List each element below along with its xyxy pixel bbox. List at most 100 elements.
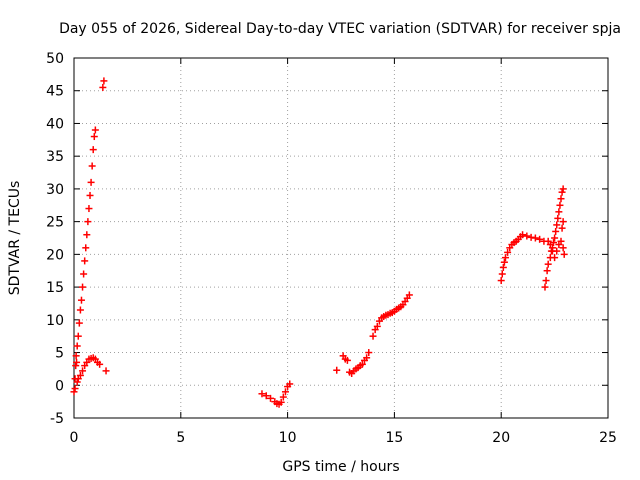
data-point bbox=[87, 178, 95, 186]
y-tick-label: 10 bbox=[46, 313, 64, 329]
data-point bbox=[523, 232, 531, 240]
data-point bbox=[559, 185, 567, 193]
data-point bbox=[73, 378, 81, 386]
data-point bbox=[546, 241, 554, 249]
data-point bbox=[543, 267, 551, 275]
data-point bbox=[83, 231, 91, 239]
data-point bbox=[363, 354, 371, 362]
data-point bbox=[556, 201, 564, 209]
data-point bbox=[73, 358, 81, 366]
data-point bbox=[553, 247, 561, 255]
x-tick-label: 5 bbox=[176, 430, 185, 446]
x-tick-label: 25 bbox=[599, 430, 617, 446]
data-point bbox=[333, 366, 341, 374]
y-tick-label: 0 bbox=[55, 378, 64, 394]
data-points bbox=[70, 77, 568, 408]
data-point bbox=[75, 319, 83, 327]
data-point bbox=[88, 162, 96, 170]
ticks bbox=[73, 57, 609, 419]
data-point bbox=[552, 227, 560, 235]
data-point bbox=[90, 133, 98, 141]
y-tick-label: 45 bbox=[46, 84, 64, 100]
x-tick-label: 0 bbox=[70, 430, 79, 446]
data-point bbox=[82, 244, 90, 252]
data-point bbox=[555, 208, 563, 216]
data-point bbox=[100, 77, 108, 85]
data-point bbox=[373, 322, 381, 330]
data-point bbox=[80, 270, 88, 278]
y-tick-label: 50 bbox=[46, 51, 64, 67]
y-tick-label: 40 bbox=[46, 116, 64, 132]
data-point bbox=[99, 83, 107, 91]
data-point bbox=[76, 306, 84, 314]
data-point bbox=[497, 277, 505, 285]
chart-title: Day 055 of 2026, Sidereal Day-to-day VTE… bbox=[59, 21, 621, 37]
data-point bbox=[77, 296, 85, 304]
data-point bbox=[544, 260, 552, 268]
data-point bbox=[279, 393, 287, 401]
data-point bbox=[74, 332, 82, 340]
data-point bbox=[89, 146, 97, 154]
y-tick-label: 15 bbox=[46, 280, 64, 296]
data-point bbox=[85, 205, 93, 213]
data-point bbox=[96, 360, 104, 368]
data-point bbox=[519, 231, 527, 239]
data-point bbox=[73, 342, 81, 350]
data-point bbox=[262, 392, 270, 400]
data-point bbox=[498, 270, 506, 278]
data-point bbox=[91, 126, 99, 134]
data-point bbox=[560, 250, 568, 258]
data-point bbox=[405, 291, 413, 299]
data-point bbox=[504, 248, 512, 256]
data-point bbox=[500, 258, 508, 266]
data-point bbox=[558, 188, 566, 196]
data-point bbox=[358, 360, 366, 368]
plot-area bbox=[73, 57, 609, 419]
data-point bbox=[551, 234, 559, 242]
data-point bbox=[70, 388, 78, 396]
grid bbox=[74, 58, 608, 418]
y-tick-label: 25 bbox=[46, 215, 64, 231]
data-point bbox=[267, 394, 275, 402]
y-tick-label: 5 bbox=[55, 346, 64, 362]
data-point bbox=[501, 254, 509, 262]
data-point bbox=[71, 385, 79, 393]
data-point bbox=[84, 218, 92, 226]
y-axis-label: SDTVAR / TECUs bbox=[7, 181, 23, 296]
data-point bbox=[557, 195, 565, 203]
data-point bbox=[72, 362, 80, 370]
data-point bbox=[72, 352, 80, 360]
data-point bbox=[286, 380, 294, 388]
data-point bbox=[79, 283, 87, 291]
data-point bbox=[558, 224, 566, 232]
y-tick-label: -5 bbox=[50, 411, 64, 427]
data-point bbox=[554, 214, 562, 222]
data-point bbox=[86, 191, 94, 199]
data-point bbox=[81, 257, 89, 265]
data-point bbox=[553, 221, 561, 229]
data-point bbox=[79, 367, 87, 375]
data-point bbox=[542, 277, 550, 285]
data-point bbox=[277, 398, 285, 406]
data-point bbox=[531, 234, 539, 242]
data-point bbox=[536, 235, 544, 243]
data-point bbox=[365, 349, 373, 357]
x-tick-label: 15 bbox=[385, 430, 403, 446]
y-tick-label: 30 bbox=[46, 182, 64, 198]
x-axis-label: GPS time / hours bbox=[282, 459, 399, 475]
data-point bbox=[258, 390, 266, 398]
data-point bbox=[551, 254, 559, 262]
data-point bbox=[499, 263, 507, 271]
x-tick-label: 10 bbox=[279, 430, 297, 446]
data-point bbox=[102, 367, 110, 375]
data-point bbox=[343, 356, 351, 364]
data-point bbox=[281, 388, 289, 396]
data-point bbox=[76, 371, 84, 379]
data-point bbox=[559, 218, 567, 226]
y-tick-label: 20 bbox=[46, 247, 64, 263]
data-point bbox=[369, 332, 377, 340]
data-point bbox=[559, 244, 567, 252]
data-point bbox=[541, 283, 549, 291]
tick-labels: 0 5 10 15 20 25 -5 0 5 10 15 20 25 30 35 40 45 50 bbox=[46, 51, 617, 446]
